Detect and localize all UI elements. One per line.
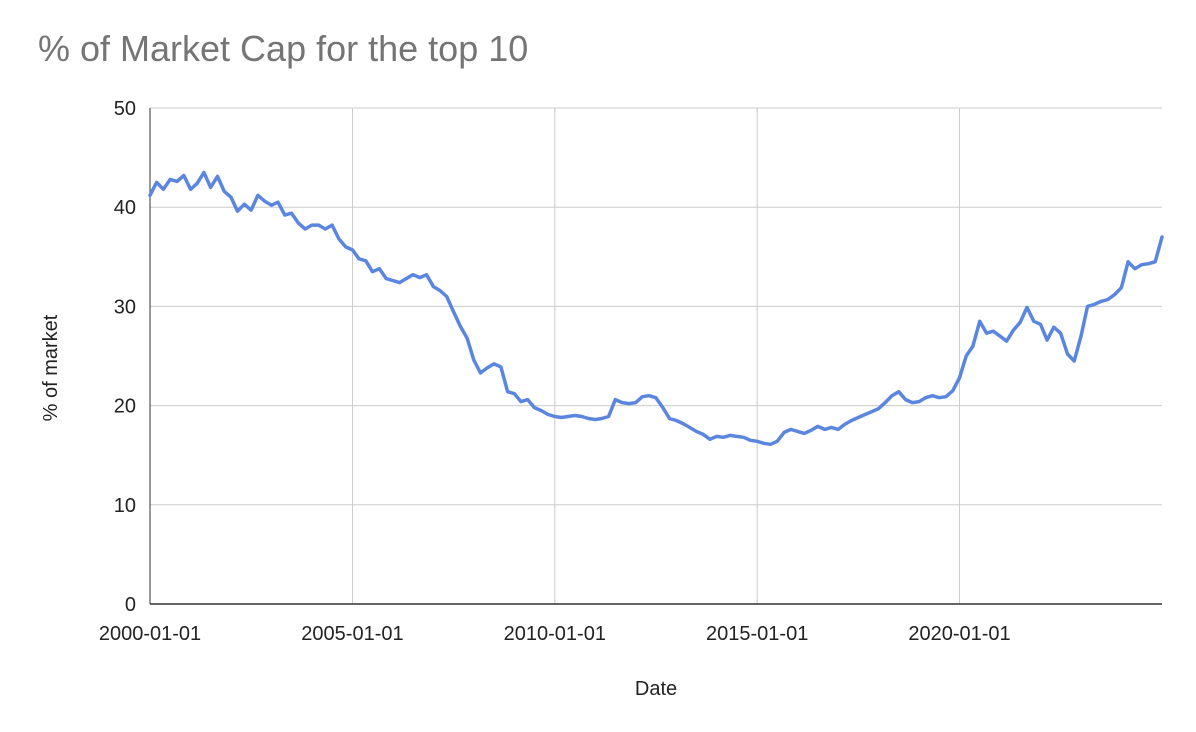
x-tick-labels: 2000-01-01 2005-01-01 2010-01-01 2015-01-01… bbox=[99, 623, 1011, 645]
y-tick-label: 30 bbox=[114, 296, 136, 318]
y-tick-label: 0 bbox=[125, 594, 136, 616]
gridlines bbox=[150, 107, 1162, 604]
y-tick-label: 10 bbox=[114, 495, 136, 517]
y-axis-label: % of market bbox=[40, 314, 62, 421]
y-tick-label: 20 bbox=[114, 396, 136, 418]
x-axis-label: Date bbox=[635, 678, 677, 700]
x-tick-label: 2005-01-01 bbox=[301, 623, 403, 645]
axes bbox=[149, 108, 1162, 605]
series-layer bbox=[148, 170, 1164, 447]
y-tick-label: 40 bbox=[114, 197, 136, 219]
x-tick-label: 2015-01-01 bbox=[706, 623, 808, 645]
y-tick-labels: 0 10 20 30 40 50 bbox=[114, 98, 136, 616]
x-tick-label: 2020-01-01 bbox=[908, 623, 1010, 645]
y-tick-label: 50 bbox=[114, 98, 136, 120]
x-tick-label: 2000-01-01 bbox=[99, 623, 201, 645]
chart-title: % of Market Cap for the top 10 bbox=[38, 28, 529, 69]
series-line bbox=[148, 170, 1164, 447]
x-tick-label: 2010-01-01 bbox=[504, 623, 606, 645]
